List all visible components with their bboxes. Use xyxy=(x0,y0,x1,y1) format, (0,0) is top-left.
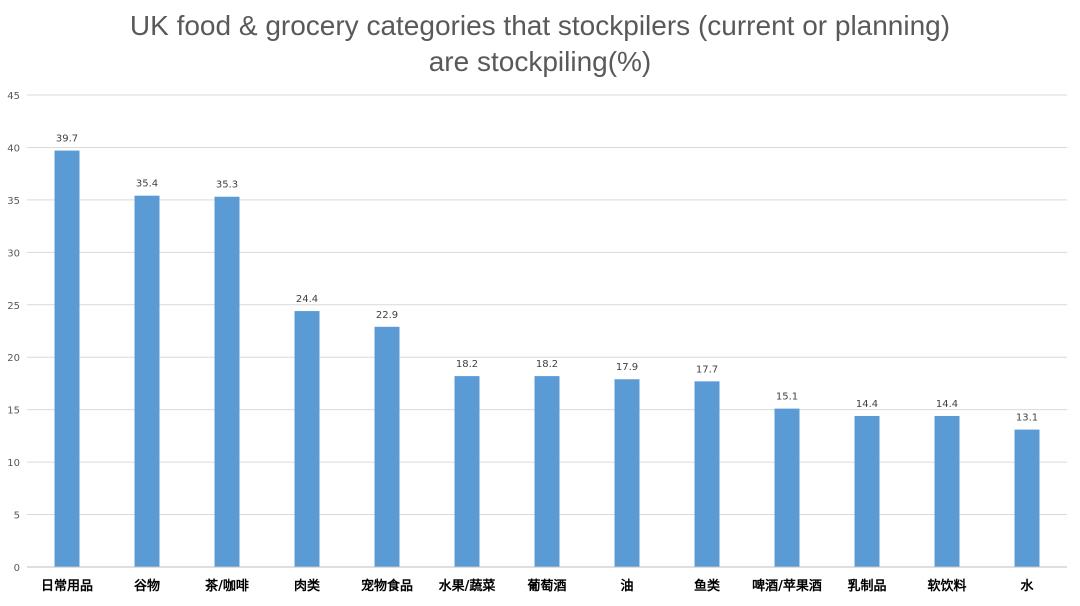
x-tick-label: 谷物 xyxy=(134,578,160,594)
x-tick-label: 茶/咖啡 xyxy=(205,578,249,594)
y-tick-label: 25 xyxy=(7,301,20,312)
chart-title-line-1: UK food & grocery categories that stockp… xyxy=(129,10,951,41)
bar xyxy=(54,150,80,567)
bar xyxy=(854,415,880,567)
y-tick-label: 40 xyxy=(7,143,20,154)
data-label: 17.9 xyxy=(616,362,638,373)
x-tick-label: 水 xyxy=(1020,578,1034,594)
bar xyxy=(934,415,960,567)
data-label: 13.1 xyxy=(1016,413,1038,424)
bar xyxy=(134,195,160,567)
bar xyxy=(694,381,720,567)
data-label: 39.7 xyxy=(56,134,78,145)
y-tick-label: 0 xyxy=(14,563,20,574)
bar xyxy=(294,311,320,567)
x-tick-label: 油 xyxy=(620,578,633,594)
bar xyxy=(534,376,560,567)
data-label: 22.9 xyxy=(376,310,398,321)
x-tick-label: 乳制品 xyxy=(847,578,886,594)
data-label: 35.4 xyxy=(136,179,158,190)
data-label: 17.7 xyxy=(696,364,718,375)
x-tick-label: 宠物食品 xyxy=(361,578,413,594)
data-label: 35.3 xyxy=(216,180,238,191)
y-tick-label: 45 xyxy=(7,91,20,102)
x-tick-label: 水果/蔬菜 xyxy=(439,578,496,594)
bar xyxy=(1014,429,1040,567)
data-label: 24.4 xyxy=(296,294,318,305)
x-tick-label: 葡萄酒 xyxy=(526,578,566,594)
bar xyxy=(454,376,480,567)
bar xyxy=(374,326,400,567)
x-tick-label: 肉类 xyxy=(294,578,321,594)
data-label: 14.4 xyxy=(936,399,958,410)
x-tick-label: 日常用品 xyxy=(41,578,93,594)
y-tick-label: 10 xyxy=(7,458,20,469)
x-tick-label: 啤酒/苹果酒 xyxy=(752,578,822,594)
bar xyxy=(774,408,800,567)
bar xyxy=(614,379,640,567)
y-tick-label: 15 xyxy=(7,406,20,417)
y-tick-label: 30 xyxy=(7,248,20,259)
x-tick-label: 鱼类 xyxy=(694,578,721,594)
bar xyxy=(214,196,240,567)
y-tick-label: 35 xyxy=(7,196,20,207)
y-tick-label: 20 xyxy=(7,353,20,364)
data-label: 18.2 xyxy=(456,359,478,370)
y-tick-label: 5 xyxy=(14,511,20,522)
chart-title: UK food & grocery categories that stockp… xyxy=(0,8,1080,80)
data-label: 14.4 xyxy=(856,399,878,410)
data-label: 18.2 xyxy=(536,359,558,370)
chart-title-line-2: are stockpiling(%) xyxy=(428,46,652,77)
data-label: 15.1 xyxy=(776,392,798,403)
x-tick-label: 软饮料 xyxy=(927,578,966,594)
